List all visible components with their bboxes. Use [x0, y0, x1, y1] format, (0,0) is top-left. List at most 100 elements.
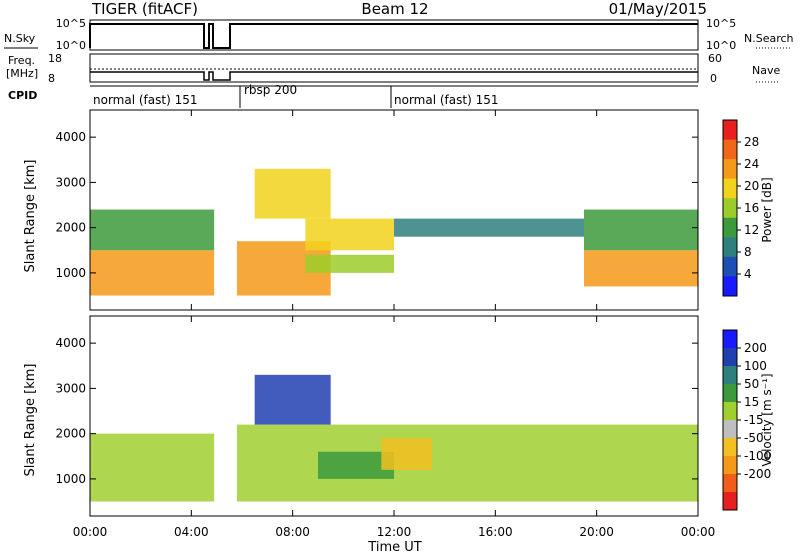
colorbar-tick-label: 100: [744, 359, 767, 373]
colorbar-tick-label: 28: [744, 135, 759, 149]
cpid-panel: CPID normal (fast) 151 rbsp 200 normal (…: [8, 83, 698, 108]
freq-label-line1: Freq.: [8, 54, 35, 67]
data-region-9: [584, 209, 698, 251]
power-y-ticks: 1000 2000 3000 4000: [55, 130, 698, 280]
x-tick-label: 00:00: [681, 525, 716, 539]
colorbar-swatch: [723, 330, 737, 349]
x-axis-label: Time UT: [367, 540, 421, 554]
cpid-segment-3: normal (fast) 151: [394, 93, 498, 107]
colorbar-swatch: [723, 178, 737, 199]
nsearch-label: N.Search: [744, 32, 794, 45]
freq-right-tick-top: 60: [708, 52, 722, 65]
colorbar-swatch: [723, 256, 737, 277]
y-tick-label: 2000: [55, 427, 86, 441]
freq-tick-bottom: 8: [48, 72, 55, 85]
freq-label-line2: [MHz]: [6, 67, 38, 80]
colorbar-swatch: [723, 198, 737, 219]
colorbar-tick-label: -200: [744, 467, 771, 481]
cpid-segment-1: normal (fast) 151: [93, 93, 197, 107]
colorbar-tick-label: 15: [744, 395, 759, 409]
colorbar-tick-label: 16: [744, 201, 759, 215]
data-region-2: [236, 424, 698, 502]
data-region-5: [305, 218, 394, 251]
cpid-label: CPID: [8, 89, 37, 102]
colorbar-tick-label: 50: [744, 377, 759, 391]
velocity-ylabel: Slant Range [km]: [23, 364, 38, 477]
x-tick-label: 00:00: [73, 525, 108, 539]
nsky-label: N.Sky: [4, 32, 36, 45]
colorbar-tick-label: -15: [744, 413, 764, 427]
power-colorbar: 4 8 12 16 20 24 28: [722, 119, 759, 297]
freq-tick-top: 18: [48, 52, 62, 65]
x-tick-label: 12:00: [377, 525, 412, 539]
power-ylabel: Slant Range [km]: [23, 160, 38, 273]
colorbar-swatch: [723, 120, 737, 141]
nsky-panel: N.Sky 10^5 10^0 10^5 10^0 N.Search: [4, 17, 794, 52]
nave-label: Nave: [752, 64, 780, 77]
colorbar-swatch: [723, 420, 737, 439]
data-region-1: [90, 433, 215, 502]
freq-right-tick-bottom: 0: [710, 72, 717, 85]
colorbar-tick-label: 8: [744, 245, 752, 259]
velocity-colorbar: 200 100 50 15 -15 -50 -100 -200: [722, 329, 771, 511]
colorbar-tick-label: 200: [744, 341, 767, 355]
colorbar-tick-label: 24: [744, 157, 759, 171]
nsky-right-tick-top: 10^5: [706, 17, 736, 30]
colorbar-swatch: [723, 276, 737, 297]
freq-trace: [90, 71, 698, 81]
data-region-5: [381, 438, 432, 470]
velocity-data-cells: [90, 374, 698, 502]
colorbar-swatch: [723, 348, 737, 367]
nsky-tick-top: 10^5: [56, 17, 86, 30]
x-tick-label: 08:00: [275, 525, 310, 539]
cpid-segment-2: rbsp 200: [244, 83, 297, 97]
colorbar-swatch: [723, 139, 737, 160]
data-region-7: [394, 218, 584, 237]
time-axis-ticks: 00:00 04:00 08:00 12:00 16:00 20:00 00:00: [73, 110, 716, 539]
data-region-3: [254, 374, 331, 425]
velocity-y-ticks: 1000 2000 3000 4000: [55, 336, 698, 486]
colorbar-swatch: [723, 438, 737, 457]
colorbar-swatch: [723, 217, 737, 238]
colorbar-swatch: [723, 384, 737, 403]
data-region-8: [584, 250, 698, 287]
data-region-4: [254, 168, 331, 219]
y-tick-label: 4000: [55, 336, 86, 350]
y-tick-label: 3000: [55, 175, 86, 189]
colorbar-swatch: [723, 474, 737, 493]
nsky-tick-bottom: 10^0: [56, 39, 86, 52]
velocity-panel: 1000 2000 3000 4000 Slant Range [km] 200 100…: [23, 315, 774, 517]
colorbar-tick-label: -50: [744, 431, 764, 445]
velocity-colorbar-label: Velocity [m s⁻¹]: [760, 373, 774, 466]
power-data-cells: [90, 168, 698, 296]
y-tick-label: 1000: [55, 472, 86, 486]
y-tick-label: 4000: [55, 130, 86, 144]
colorbar-tick-label: 4: [744, 267, 752, 281]
freq-frame: [89, 53, 699, 83]
title-left: TIGER (fitACF): [91, 0, 198, 18]
x-tick-label: 04:00: [174, 525, 209, 539]
x-tick-label: 16:00: [478, 525, 513, 539]
data-region-6: [305, 254, 394, 273]
title-center: Beam 12: [361, 0, 428, 18]
colorbar-swatch: [723, 456, 737, 475]
data-region-1: [90, 250, 215, 296]
x-tick-label: 20:00: [579, 525, 614, 539]
nsky-trace: [89, 23, 698, 49]
colorbar-tick-label: -100: [744, 449, 771, 463]
power-colorbar-label: Power [dB]: [760, 177, 774, 242]
freq-panel: Freq. [MHz] 18 8 60 0 Nave: [6, 52, 780, 85]
colorbar-swatch: [723, 492, 737, 511]
colorbar-tick-label: 20: [744, 179, 759, 193]
colorbar-swatch: [723, 237, 737, 258]
colorbar-swatch: [723, 159, 737, 180]
y-tick-label: 2000: [55, 221, 86, 235]
y-tick-label: 3000: [55, 381, 86, 395]
power-panel: 1000 2000 3000 4000 Slant Range [km] 4 8 12 16…: [23, 109, 774, 311]
data-region-2: [90, 209, 215, 251]
colorbar-swatch: [723, 402, 737, 421]
colorbar-tick-label: 12: [744, 223, 759, 237]
y-tick-label: 1000: [55, 266, 86, 280]
title-right: 01/May/2015: [609, 0, 707, 18]
